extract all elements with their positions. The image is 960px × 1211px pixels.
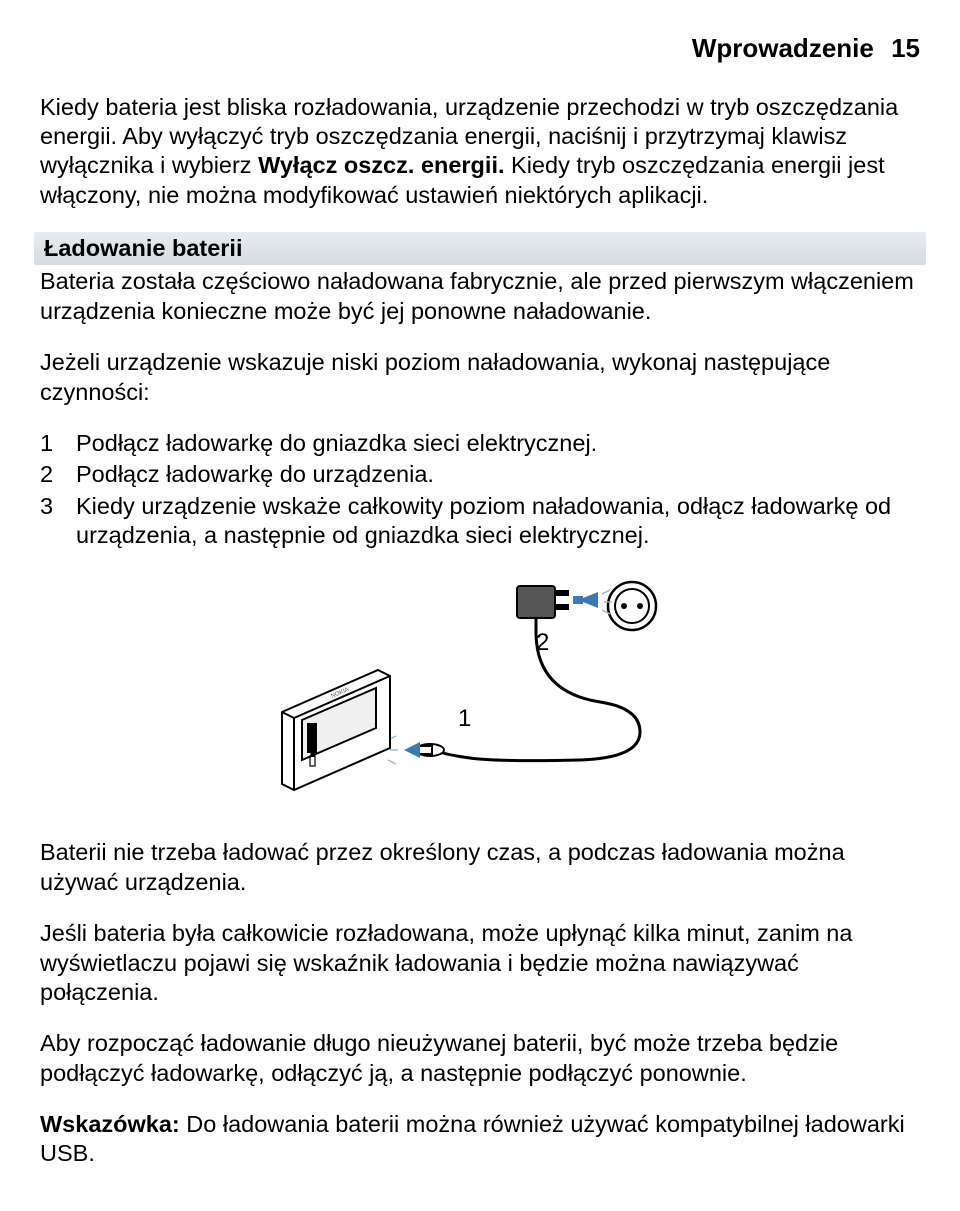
step-text: Podłącz ładowarkę do urządzenia. [76,460,920,489]
charging-paragraph-1: Bateria została częściowo naładowana fab… [40,267,920,326]
intro-bold: Wyłącz oszcz. energii. [258,152,504,178]
step-number: 1 [40,429,76,458]
note-paragraph-1: Baterii nie trzeba ładować przez określo… [40,838,920,897]
note-paragraph-2: Jeśli bateria była całkowicie rozładowan… [40,919,920,1007]
charger-diagram-icon: 2 [280,572,680,792]
tip-label: Wskazówka: [40,1111,186,1137]
section-heading-charging: Ładowanie baterii [34,232,926,265]
steps-list: 1 Podłącz ładowarkę do gniazdka sieci el… [40,429,920,551]
intro-paragraph: Kiedy bateria jest bliska rozładowania, … [40,93,920,211]
step-text: Podłącz ładowarkę do gniazdka sieci elek… [76,429,920,458]
step-item: 1 Podłącz ładowarkę do gniazdka sieci el… [40,429,920,458]
tip-paragraph: Wskazówka: Do ładowania baterii można ró… [40,1110,920,1169]
page-header: Wprowadzenie 15 [40,32,920,65]
header-title: Wprowadzenie [692,33,874,63]
step-number: 3 [40,492,76,551]
step-number: 2 [40,460,76,489]
step-item: 2 Podłącz ładowarkę do urządzenia. [40,460,920,489]
step-text: Kiedy urządzenie wskaże całkowity poziom… [76,492,920,551]
page-number: 15 [891,33,920,63]
step-item: 3 Kiedy urządzenie wskaże całkowity pozi… [40,492,920,551]
charging-illustration: 2 [40,572,920,798]
charging-paragraph-2: Jeżeli urządzenie wskazuje niski poziom … [40,348,920,407]
note-paragraph-3: Aby rozpocząć ładowanie długo nieużywane… [40,1029,920,1088]
figure-label-1: 1 [458,705,471,732]
